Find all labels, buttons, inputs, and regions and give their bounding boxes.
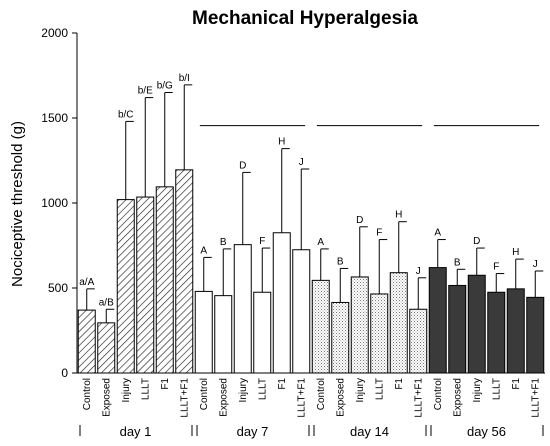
x-tick-label: F1 [277,378,288,390]
x-tick-label: LLLT [491,378,502,400]
significance-label: H [395,210,402,221]
x-tick-label: LLLT [257,378,268,400]
bar [526,296,545,374]
x-tick-label: Control [433,378,444,410]
x-tick-label: Injury [472,378,483,402]
x-tick-label: Exposed [335,378,346,417]
x-tick-label: Control [82,378,93,410]
significance-label: F [259,236,265,247]
bar [97,322,116,374]
significance-label: D [473,236,480,247]
x-tick-label: F1 [160,378,171,390]
y-tick-label: 0 [61,366,68,380]
significance-label: a/A [79,277,94,288]
bar [331,301,350,374]
bar [272,232,291,374]
bar [506,288,525,374]
significance-label: A [434,228,441,239]
significance-label: a/B [99,297,114,308]
y-axis-label: Nociceptive threshold (g) [9,121,26,287]
bar [292,249,311,374]
x-tick-label: LLLT [140,378,151,400]
bar [350,276,369,374]
significance-label: F [493,262,499,273]
x-tick-label: Exposed [218,378,229,417]
bar [409,308,428,374]
x-tick-label: LLLT+F1 [179,378,190,418]
y-tick-label: 2000 [41,26,68,40]
y-tick-label: 1500 [41,111,68,125]
bar [155,186,174,374]
bar [116,199,135,374]
x-tick-labels: Control Exposed Injury LLLT F1 LLLT+F1 Control… [82,378,542,418]
significance-label: J [533,259,538,270]
x-tick-label: Injury [238,378,249,402]
significance-label: B [220,237,227,248]
x-tick-label: LLLT+F1 [296,378,307,418]
significance-label: D [239,160,246,171]
bar [370,293,389,374]
bar [194,290,213,374]
bar [487,291,506,374]
x-tick-label: LLLT [374,378,385,400]
significance-label: F [376,228,382,239]
bar [214,295,233,374]
bar [233,244,252,374]
bar [428,267,447,374]
bar-annotations: a/A a/B b/C b/E b/G b/I A B D F H J A B D F H J A B D F H J [79,73,538,308]
x-tick-label: Exposed [101,378,112,417]
x-tick-label: Injury [121,378,132,402]
x-tick-label: Injury [355,378,366,402]
group-label: day 14 [350,424,389,439]
x-tick-label: LLLT+F1 [530,378,541,418]
bar [467,274,486,374]
significance-label: A [200,245,207,256]
significance-label: H [512,247,519,258]
y-tick-label: 1000 [41,196,68,210]
bar [448,284,467,374]
group-label: day 56 [467,424,506,439]
significance-label: b/I [179,73,190,84]
significance-label: A [317,237,324,248]
x-tick-label: LLLT+F1 [413,378,424,418]
x-tick-label: Exposed [452,378,463,417]
bar [136,196,155,374]
group-labels: day 1 day 7 day 14 day 56 [79,424,544,439]
bar [77,309,96,374]
bar [175,169,194,374]
x-tick-label: F1 [511,378,522,390]
axes: 0 500 1000 1500 2000 [41,26,545,380]
bar [389,272,408,374]
error-bars [86,84,544,323]
y-tick-label: 500 [48,281,68,295]
bar [253,291,272,374]
significance-label: H [278,137,285,148]
x-tick-label: Control [199,378,210,410]
significance-label: J [299,157,304,168]
significance-label: b/G [157,81,173,92]
significance-label: J [416,266,421,277]
group-label: day 7 [237,424,269,439]
significance-label: b/E [138,86,153,97]
bars [77,169,545,374]
x-tick-label: F1 [394,378,405,390]
significance-label: B [454,257,461,268]
bar [311,279,330,374]
group-label: day 1 [120,424,152,439]
significance-label: b/C [118,109,134,120]
chart-title: Mechanical Hyperalgesia [192,8,418,29]
significance-label: D [356,215,363,226]
x-tick-label: Control [316,378,327,410]
significance-label: B [337,256,344,267]
